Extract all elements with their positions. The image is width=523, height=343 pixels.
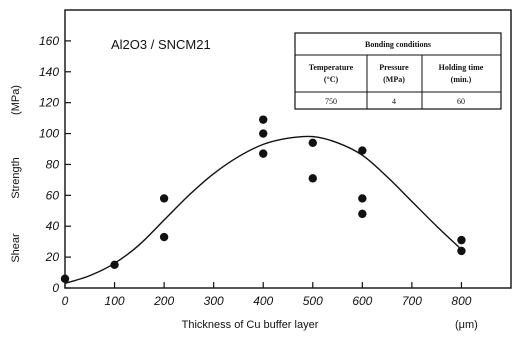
- data-point: [159, 194, 169, 203]
- data-point: [308, 138, 317, 148]
- x-tick-label: 700: [402, 294, 422, 308]
- data-point: [358, 146, 367, 155]
- table-title: Bonding conditions: [365, 40, 431, 49]
- y-tick-label: 0: [52, 281, 59, 295]
- x-tick-label: 0: [62, 294, 69, 308]
- table-header-holding-time: Holding time: [439, 63, 484, 72]
- data-point: [457, 246, 466, 256]
- x-tick-label: 800: [451, 294, 471, 308]
- table-unit-holding-time: (min.): [451, 75, 472, 84]
- x-tick-label: 300: [204, 294, 224, 308]
- y-tick-label: 100: [39, 127, 59, 141]
- data-point: [159, 232, 169, 242]
- x-tick-label: 500: [303, 294, 323, 308]
- table-unit-temperature: (°C): [324, 75, 339, 84]
- y-tick-label: 160: [39, 34, 59, 48]
- x-tick-label: 200: [153, 294, 174, 308]
- data-point: [358, 194, 367, 203]
- y-axis-title-shear: Shear: [10, 233, 22, 263]
- plot-frame: [64, 9, 512, 289]
- bonding-conditions-table: Bonding conditions Temperature (°C) Pres…: [294, 32, 502, 110]
- x-tick-label: 600: [352, 294, 372, 308]
- y-tick-label: 60: [46, 188, 60, 202]
- x-axis-unit: (μm): [455, 319, 478, 331]
- table-value-pressure: 4: [392, 97, 396, 106]
- data-point: [308, 174, 317, 183]
- data-point: [259, 129, 268, 138]
- y-tick-label: 80: [46, 157, 60, 171]
- x-tick-label: 400: [253, 294, 273, 308]
- y-tick-label: 140: [39, 65, 59, 79]
- y-tick-label: 20: [45, 250, 60, 264]
- y-tick-label: 120: [39, 96, 59, 110]
- table-unit-pressure: (MPa): [383, 75, 405, 84]
- data-point: [259, 115, 268, 124]
- data-point: [259, 149, 268, 158]
- y-axis-title-strength: Strength: [10, 157, 22, 199]
- table-header-pressure: Pressure: [379, 63, 409, 72]
- data-point: [358, 209, 367, 219]
- y-axis-title-unit: (MPa): [10, 85, 22, 115]
- x-axis-title: Thickness of Cu buffer layer: [182, 319, 319, 331]
- data-point: [110, 260, 119, 270]
- table-header-temperature: Temperature: [309, 63, 354, 72]
- material-annotation: Al2O3 / SNCM21: [111, 37, 211, 52]
- y-tick-label: 40: [46, 219, 60, 233]
- data-point: [60, 274, 70, 283]
- data-point: [457, 235, 466, 245]
- table-frame: [294, 32, 502, 110]
- table-value-temperature: 750: [325, 97, 337, 106]
- x-tick-label: 100: [105, 294, 125, 308]
- table-value-holding-time: 60: [457, 97, 465, 106]
- fit-curve: [64, 135, 462, 285]
